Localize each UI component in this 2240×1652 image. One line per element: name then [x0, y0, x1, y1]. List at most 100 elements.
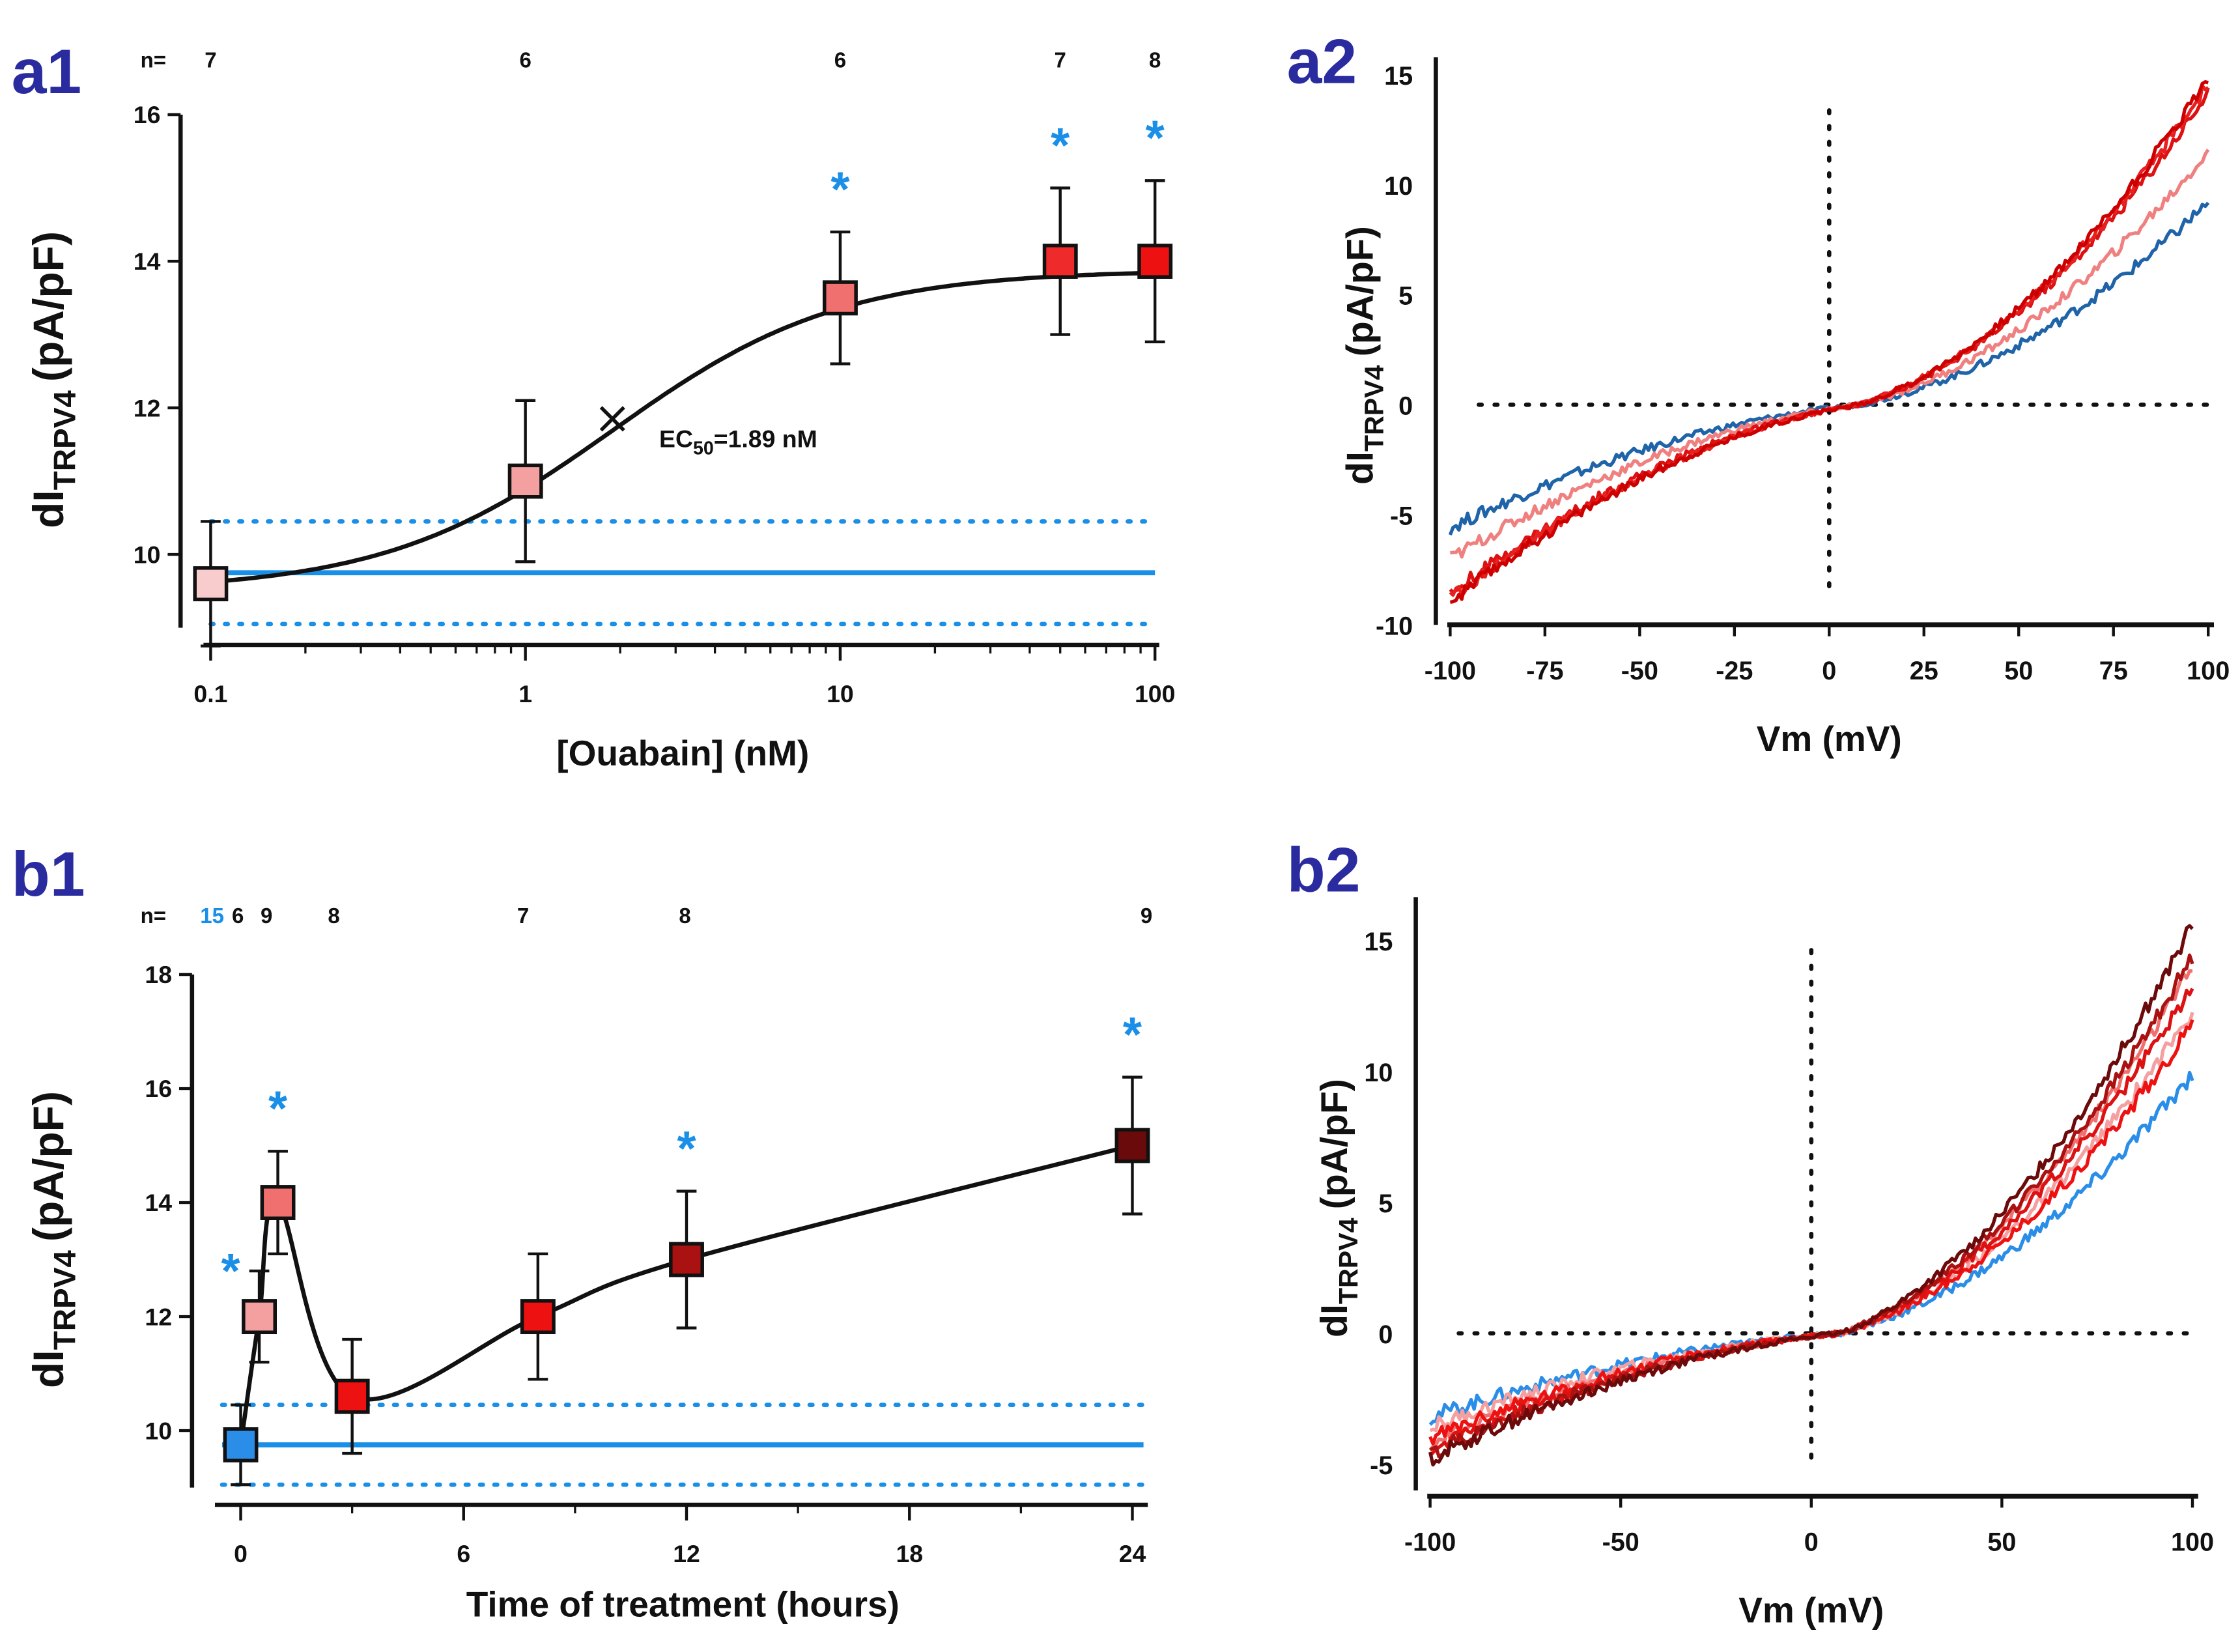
y-axis-label-b2: dITRPV4 (pA/pF): [1314, 1079, 1363, 1337]
data-point-a1: [193, 520, 229, 648]
n-value-b1: 9: [1141, 904, 1152, 928]
x-tick-label-a2: 25: [1910, 657, 1938, 685]
significance-star: *: [677, 1121, 696, 1176]
y-tick-label-a2: -5: [1390, 502, 1413, 531]
data-marker: [507, 463, 543, 499]
x-axis-label-b2: Vm (mV): [1738, 1589, 1884, 1630]
data-point-b1: [334, 1337, 370, 1455]
x-tick-label-a2: -100: [1425, 657, 1476, 685]
y-axis-label-unit: (pA/pF): [1314, 1079, 1355, 1209]
ec50-label-sub: 50: [693, 438, 714, 459]
x-tick-label-b1: 6: [457, 1540, 470, 1567]
data-marker: [1114, 1128, 1150, 1163]
y-tick-label-a2: 0: [1398, 392, 1413, 421]
n-value-a1: 7: [1055, 48, 1066, 72]
y-axis-label-unit: (pA/pF): [24, 1091, 72, 1242]
data-marker: [242, 1299, 277, 1335]
y-tick-label-b1: 16: [145, 1075, 172, 1102]
y-tick-label-a1: 12: [134, 394, 161, 421]
x-axis-label-a1: [Ouabain] (nM): [556, 733, 809, 773]
n-value-b1: 15: [200, 904, 224, 928]
y-axis-label-a2: dITRPV4 (pA/pF): [1340, 226, 1389, 485]
panel-label-a2: a2: [1287, 26, 1357, 97]
data-marker: [334, 1378, 370, 1414]
y-tick-label-b1: 10: [145, 1417, 172, 1444]
significance-star: *: [1123, 1007, 1142, 1062]
y-tick-label-b1: 14: [145, 1189, 172, 1216]
panel-label-b2: b2: [1287, 834, 1361, 905]
data-point-b1: [242, 1269, 277, 1364]
data-marker: [1137, 244, 1173, 279]
data-marker: [223, 1427, 259, 1462]
x-tick-label-a2: -75: [1526, 657, 1563, 685]
x-tick-label-b2: -100: [1404, 1528, 1456, 1556]
y-axis-label-main: dI: [24, 490, 72, 528]
x-tick-label-b1: 12: [673, 1540, 700, 1567]
significance-star: *: [1051, 118, 1070, 173]
x-tick-label-a2: 0: [1822, 657, 1836, 685]
y-axis-label-sub: TRPV4: [48, 1250, 82, 1350]
panel-label-b1: b1: [12, 838, 85, 909]
y-tick-label-a2: -10: [1376, 612, 1413, 641]
data-marker: [193, 566, 229, 602]
data-point-b1: [520, 1252, 556, 1381]
data-point-b1: [669, 1189, 704, 1330]
x-axis-label-a2: Vm (mV): [1757, 719, 1902, 759]
significance-star: *: [830, 162, 850, 216]
y-axis-label-b1: dITRPV4 (pA/pF): [24, 1091, 82, 1388]
ec50-label: EC50=1.89 nM: [659, 425, 817, 459]
data-marker: [1042, 244, 1078, 279]
data-marker: [520, 1299, 556, 1335]
data-point-a1: [822, 230, 858, 365]
n-value-b1: 8: [328, 904, 339, 928]
trend-curve-b1: [238, 1143, 1133, 1445]
n-value-b1: 9: [261, 904, 272, 928]
x-tick-label-b1: 0: [234, 1540, 248, 1567]
x-tick-label-a1: 100: [1135, 680, 1175, 707]
ec50-label-value: =1.89 nM: [714, 425, 817, 452]
x-tick-label-b2: -50: [1602, 1528, 1639, 1556]
data-point-b1: [1114, 1075, 1150, 1216]
n-value-b1: 6: [232, 904, 244, 928]
iv-trace-b2: [1428, 1019, 2194, 1445]
data-point-a1: [1042, 186, 1078, 336]
x-tick-label-b1: 24: [1119, 1540, 1146, 1567]
y-tick-label-a2: 15: [1384, 62, 1413, 91]
x-tick-label-b2: 100: [2171, 1528, 2214, 1556]
y-tick-label-b2: 15: [1364, 928, 1393, 956]
x-tick-label-b2: 50: [1987, 1528, 2016, 1556]
ec50-label-prefix: EC: [659, 425, 693, 452]
iv-trace-b2: [1428, 924, 2194, 1467]
n-value-a1: 8: [1149, 48, 1161, 72]
n-value-a1: 6: [519, 48, 531, 72]
significance-star: *: [1146, 111, 1165, 165]
y-tick-label-a1: 14: [134, 248, 161, 275]
fit-curve-a1: [210, 270, 1155, 584]
y-tick-label-b1: 18: [145, 961, 172, 988]
iv-trace-a2: [1449, 79, 2209, 605]
y-axis-label-unit: (pA/pF): [24, 231, 72, 382]
y-tick-label-a1: 10: [134, 541, 161, 568]
y-tick-label-b1: 12: [145, 1303, 172, 1330]
significance-star: *: [221, 1244, 240, 1298]
x-tick-label-a2: 50: [2004, 657, 2033, 685]
data-marker: [260, 1185, 296, 1220]
x-axis-label-b1: Time of treatment (hours): [466, 1584, 900, 1625]
x-tick-label-b2: 0: [1804, 1528, 1819, 1556]
data-point-b1: [260, 1150, 296, 1256]
n-label-b1: n=: [141, 904, 166, 928]
data-point-b1: [223, 1403, 259, 1487]
data-marker: [822, 280, 858, 316]
y-tick-label-b2: 10: [1364, 1059, 1393, 1087]
x-tick-label-a2: -50: [1621, 657, 1658, 685]
y-tick-label-a2: 10: [1384, 172, 1413, 201]
significance-star: *: [268, 1081, 288, 1136]
y-axis-label-a1: dITRPV4 (pA/pF): [24, 231, 82, 528]
x-tick-label-a2: -25: [1716, 657, 1753, 685]
n-value-a1: 7: [205, 48, 216, 72]
x-tick-label-a1: 1: [518, 680, 532, 707]
y-tick-label-b2: -5: [1370, 1451, 1393, 1480]
y-tick-label-a1: 16: [134, 101, 161, 128]
x-tick-label-a1: 10: [827, 680, 854, 707]
